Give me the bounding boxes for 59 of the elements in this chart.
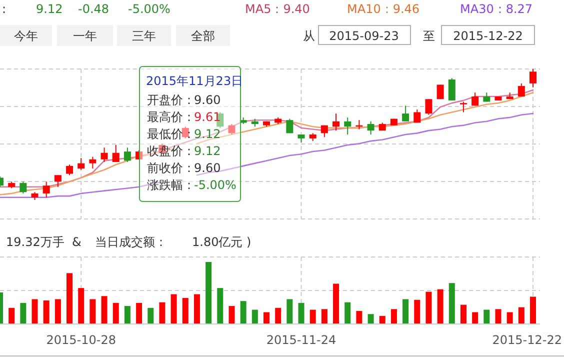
candlestick (54, 174, 62, 188)
candlestick (483, 92, 490, 102)
text: 19.32万手 (6, 235, 64, 249)
candlestick (136, 150, 143, 160)
candlestick (460, 101, 467, 113)
candlestick (286, 118, 294, 134)
candlestick (332, 113, 340, 132)
text: 至 (423, 29, 435, 43)
candlestick (472, 92, 479, 106)
candlestick (78, 158, 85, 170)
candlestick (66, 164, 74, 176)
text: -0.48 (78, 2, 110, 16)
candlestick (42, 181, 50, 198)
candlestick (425, 98, 432, 116)
candlestick (344, 116, 352, 135)
text: 一年 (73, 29, 97, 43)
candlestick (20, 181, 27, 194)
annotation: 开盘价： (147, 93, 195, 107)
text: MA5：9.40 (245, 2, 310, 16)
text: 从 (303, 29, 315, 43)
annotation: 9.12 (194, 127, 221, 141)
annotation: 9.60 (194, 161, 221, 175)
text: 9.12 (36, 2, 63, 16)
candlestick (367, 120, 374, 135)
text: 全部 (191, 29, 215, 43)
annotation: 前收价： (147, 161, 195, 175)
text: 当日成交额： (95, 235, 167, 249)
text: : (2, 2, 6, 16)
annotation: 涨跌幅： (147, 178, 195, 192)
text: MA10：9.46 (347, 2, 420, 16)
candlestick (530, 68, 536, 88)
candlestick (89, 156, 96, 170)
candlestick (448, 78, 456, 101)
text: MA30：8.27 (460, 2, 533, 16)
annotation: 收盘价： (147, 144, 195, 158)
candlestick (228, 124, 236, 135)
text: -5.00% (128, 2, 170, 16)
candlestick (436, 84, 444, 100)
annotation: -5.00% (194, 178, 236, 192)
candlestick (124, 147, 131, 163)
x-tick-label: 2015-10-28 (46, 333, 116, 347)
annotation: 最高价： (147, 110, 195, 124)
text: 今年 (14, 29, 38, 43)
text: 2015-12-22 (453, 29, 523, 43)
annotation: 9.60 (194, 93, 221, 107)
candlestick (182, 126, 189, 139)
x-tick-label: 2015-11-24 (266, 333, 336, 347)
candlestick (402, 105, 410, 122)
annotation: 9.61 (194, 110, 221, 124)
x-tick-label: 2015-12-22 (492, 333, 562, 347)
text: 三年 (132, 29, 156, 43)
text: 1.80亿元 ) (192, 235, 252, 249)
candlestick (518, 82, 525, 98)
candlestick (112, 144, 120, 163)
text: & (72, 235, 82, 249)
candlestick (414, 109, 421, 124)
candlestick (100, 147, 108, 163)
annotation: 9.12 (194, 144, 221, 158)
text: 2015-09-23 (329, 29, 399, 43)
